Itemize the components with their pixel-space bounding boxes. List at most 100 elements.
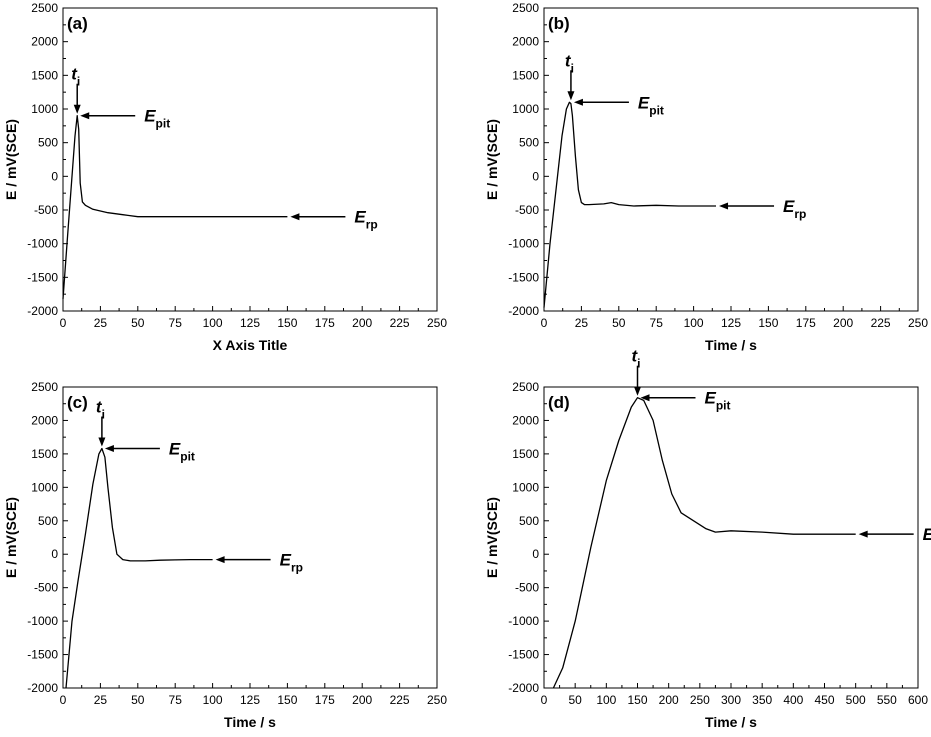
- series-line: [552, 397, 856, 689]
- series-line: [543, 101, 716, 308]
- panel-label: (a): [67, 14, 88, 33]
- x-axis-label: X Axis Title: [213, 337, 288, 353]
- y-tick-label: 1500: [512, 447, 539, 461]
- x-tick-label: 200: [659, 693, 679, 707]
- x-tick-label: 175: [796, 316, 816, 330]
- x-tick-label: 50: [131, 316, 145, 330]
- x-tick-label: 25: [94, 316, 108, 330]
- y-tick-label: -2000: [508, 304, 539, 318]
- y-axis-label: E / mV(SCE): [3, 119, 19, 200]
- x-tick-label: 125: [721, 316, 741, 330]
- y-tick-label: -1500: [27, 648, 58, 662]
- x-tick-label: 200: [352, 316, 372, 330]
- y-tick-label: -2000: [27, 304, 58, 318]
- ti-arrow-head: [98, 437, 106, 447]
- annotation-Epit: Epit: [169, 440, 195, 464]
- y-tick-label: -1000: [508, 237, 539, 251]
- y-tick-label: -2000: [27, 681, 58, 695]
- y-tick-label: 1500: [512, 68, 539, 82]
- annotation-Epit: Epit: [705, 389, 731, 413]
- y-tick-label: 2000: [512, 35, 539, 49]
- x-tick-label: 100: [596, 693, 616, 707]
- x-tick-label: 50: [612, 316, 626, 330]
- y-axis-label: E / mV(SCE): [484, 119, 500, 200]
- x-tick-label: 0: [60, 316, 67, 330]
- y-tick-label: 2000: [31, 413, 58, 427]
- x-tick-label: 100: [203, 693, 223, 707]
- chart-panel-0: 0 25 50 75 100 125 150 175 200 225 250 -2000 -1500 -1…: [3, 1, 447, 353]
- y-tick-label: -1500: [508, 270, 539, 284]
- x-axis-label: Time / s: [705, 714, 757, 730]
- x-tick-label: 550: [877, 693, 897, 707]
- y-tick-label: 1500: [31, 68, 58, 82]
- x-tick-label: 500: [846, 693, 866, 707]
- y-tick-label: -1500: [508, 648, 539, 662]
- plot-frame: [543, 386, 919, 689]
- e-arrow-head: [215, 556, 225, 564]
- annotation-ti: ti: [71, 65, 80, 89]
- annotation-ti: ti: [565, 51, 574, 75]
- series-line: [65, 447, 213, 689]
- annotation-Erp: Erp: [783, 197, 806, 221]
- x-tick-label: 0: [541, 316, 548, 330]
- chart-panel-3: 0 50 100 150 200 250 300 350 400 450 500 550 600 -200…: [484, 347, 931, 730]
- x-tick-label: 50: [568, 693, 582, 707]
- y-tick-label: 0: [51, 547, 58, 561]
- ti-arrow-head: [634, 386, 641, 396]
- x-tick-label: 150: [758, 316, 778, 330]
- panel-label: (b): [548, 14, 570, 33]
- x-axis-label: Time / s: [224, 714, 276, 730]
- x-tick-label: 100: [203, 316, 223, 330]
- y-tick-label: 0: [51, 169, 58, 183]
- x-tick-label: 600: [908, 693, 928, 707]
- ti-arrow-head: [567, 91, 575, 101]
- y-tick-label: 0: [532, 547, 539, 561]
- x-tick-label: 150: [277, 693, 297, 707]
- x-tick-label: 300: [721, 693, 741, 707]
- x-tick-label: 400: [783, 693, 803, 707]
- x-tick-label: 225: [390, 693, 410, 707]
- y-tick-label: 500: [519, 136, 539, 150]
- e-arrow-head: [573, 98, 583, 106]
- annotation-Erp: Erp: [354, 208, 377, 232]
- plot-frame: [62, 386, 438, 689]
- x-tick-label: 225: [871, 316, 891, 330]
- y-tick-label: 2500: [512, 380, 539, 394]
- y-tick-label: 2500: [31, 380, 58, 394]
- annotation-Erp: Erp: [923, 525, 931, 549]
- x-tick-label: 225: [390, 316, 410, 330]
- annotation-ti: ti: [632, 347, 641, 371]
- x-tick-label: 0: [541, 693, 548, 707]
- series-line: [62, 115, 288, 299]
- y-tick-label: 1000: [31, 480, 58, 494]
- x-tick-label: 175: [315, 693, 335, 707]
- y-axis-label: E / mV(SCE): [484, 497, 500, 578]
- x-axis-label: Time / s: [705, 337, 757, 353]
- e-arrow-head: [104, 445, 114, 453]
- y-tick-label: 2000: [512, 413, 539, 427]
- y-tick-label: -500: [34, 581, 58, 595]
- x-tick-label: 75: [169, 316, 183, 330]
- x-tick-label: 75: [650, 316, 664, 330]
- x-tick-label: 125: [240, 693, 260, 707]
- annotation-Erp: Erp: [280, 551, 303, 575]
- x-tick-label: 150: [277, 316, 297, 330]
- x-tick-label: 350: [752, 693, 772, 707]
- x-tick-label: 250: [690, 693, 710, 707]
- panel-label: (c): [67, 393, 88, 412]
- y-tick-label: -1500: [27, 270, 58, 284]
- annotation-Epit: Epit: [638, 93, 664, 117]
- x-tick-label: 75: [169, 693, 183, 707]
- y-tick-label: 500: [519, 514, 539, 528]
- y-tick-label: 500: [38, 136, 58, 150]
- y-tick-label: -500: [515, 203, 539, 217]
- annotation-ti: ti: [96, 398, 105, 422]
- plot-frame: [62, 7, 438, 312]
- y-tick-label: -1000: [27, 237, 58, 251]
- y-tick-label: 2500: [512, 1, 539, 15]
- y-tick-label: -2000: [508, 681, 539, 695]
- x-tick-label: 200: [352, 693, 372, 707]
- x-tick-label: 50: [131, 693, 145, 707]
- x-tick-label: 175: [315, 316, 335, 330]
